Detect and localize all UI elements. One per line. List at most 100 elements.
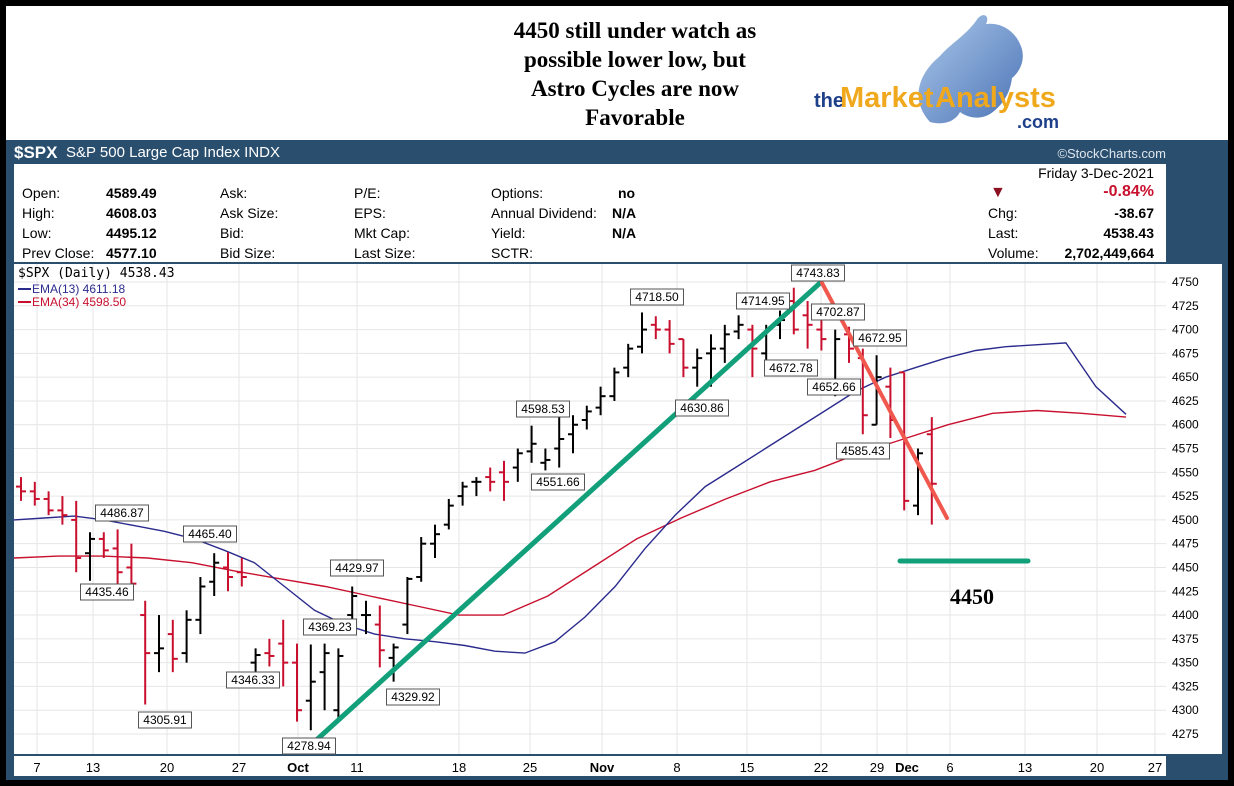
change-percent: -0.84%	[1103, 183, 1154, 200]
price-bar	[540, 448, 551, 471]
price-callout: 4278.94	[282, 737, 336, 755]
x-tick-label: 13	[1018, 760, 1032, 775]
prev-close-value: 4577.10	[106, 245, 157, 261]
headline-line-1: 4450 still under watch as	[513, 18, 757, 43]
y-tick-label: 4275	[1172, 727, 1199, 741]
price-callout-label: 4346.33	[231, 673, 275, 687]
x-tick-label: 7	[33, 760, 40, 775]
headline-line-4: Favorable	[585, 105, 685, 130]
price-bar	[526, 425, 537, 463]
headline-line-2: possible lower low, but	[524, 47, 746, 72]
eps-label: EPS:	[354, 205, 386, 221]
price-bar	[347, 586, 358, 625]
price-callout: 4369.23	[303, 618, 357, 636]
x-tick-label: 18	[452, 760, 466, 775]
price-callout: 4486.87	[95, 504, 149, 522]
price-callout-label: 4369.23	[308, 620, 352, 634]
price-bar	[637, 312, 647, 354]
ema34-line	[13, 409, 1127, 616]
price-callout-label: 4714.95	[741, 294, 785, 308]
high-label: High:	[22, 205, 55, 221]
x-axis: 7 13 20 27 Oct 11 18 25 Nov 8 15 22 29 Dec 6 13 20 27	[14, 756, 1166, 776]
price-callout: 4714.95	[736, 292, 790, 310]
bid-label: Bid:	[220, 225, 245, 241]
market-analysts-logo: the Market Analysts .com	[814, 15, 1059, 132]
price-bar	[181, 610, 192, 663]
logo-com: .com	[1017, 112, 1059, 132]
y-tick-label: 4750	[1172, 275, 1199, 289]
price-callout: 4305.91	[138, 711, 192, 729]
price-bar	[664, 320, 675, 354]
price-callout-label: 4305.91	[143, 713, 187, 727]
price-callout-label: 4585.43	[841, 444, 885, 458]
price-callout-label: 4630.86	[680, 401, 724, 415]
x-tick-label: Dec	[895, 760, 919, 775]
price-callouts: 4486.87 4435.46 4465.40 4305.91 4346.33 4369.…	[80, 264, 907, 755]
dividend-value: N/A	[612, 205, 637, 221]
price-callout-label: 4551.66	[536, 475, 580, 489]
x-tick-label: 20	[1090, 760, 1104, 775]
y-tick-label: 4450	[1172, 560, 1199, 574]
y-tick-label: 4650	[1172, 370, 1199, 384]
y-tick-label: 4375	[1172, 632, 1199, 646]
price-callout: 4598.53	[516, 400, 570, 418]
down-triangle-icon: ▼	[990, 184, 1006, 201]
target-4450-label: 4450	[950, 584, 994, 609]
price-bar	[416, 537, 427, 582]
price-bar	[112, 529, 123, 587]
price-bar	[568, 415, 578, 454]
y-axis-area	[1166, 264, 1222, 754]
ask-label: Ask:	[220, 185, 248, 201]
price-bar	[595, 386, 606, 416]
price-callout-label: 4702.87	[816, 305, 860, 319]
price-bar	[223, 552, 233, 592]
logo-the: the	[814, 90, 844, 112]
y-tick-label: 4575	[1172, 442, 1199, 456]
price-bar	[554, 415, 565, 468]
price-bar	[333, 648, 344, 720]
price-bar	[650, 316, 661, 340]
chg-value: -38.67	[1114, 205, 1154, 221]
price-callout: 4551.66	[531, 473, 585, 491]
y-tick-label: 4700	[1172, 323, 1199, 337]
y-tick-label: 4475	[1172, 537, 1199, 551]
price-bars	[16, 287, 937, 731]
price-callout-label: 4672.78	[769, 361, 813, 375]
price-bar	[581, 405, 592, 430]
x-tick-label: 6	[946, 760, 953, 775]
x-tick-label: 15	[740, 760, 754, 775]
y-tick-label: 4550	[1172, 465, 1199, 479]
high-value: 4608.03	[106, 205, 157, 221]
price-callout-label: 4652.66	[812, 380, 856, 394]
price-bar	[361, 600, 371, 635]
price-bar	[443, 498, 454, 530]
price-bar	[209, 553, 220, 597]
price-bar	[706, 334, 716, 387]
price-bar	[57, 496, 68, 525]
price-bar	[85, 532, 95, 581]
price-bar	[457, 481, 468, 506]
x-tick-label: 13	[86, 760, 100, 775]
price-bar	[623, 343, 634, 378]
x-axis-strip	[14, 756, 1166, 776]
legend-price: $SPX (Daily) 4538.43	[18, 266, 175, 281]
price-callout: 4465.40	[183, 525, 237, 543]
last-label: Last:	[988, 225, 1019, 241]
prev-close-label: Prev Close:	[22, 245, 95, 261]
price-bar	[609, 367, 620, 401]
y-tick-label: 4725	[1172, 299, 1199, 313]
price-callout-label: 4465.40	[188, 527, 232, 541]
price-callout: 4743.83	[791, 264, 845, 282]
price-callout: 4672.78	[764, 359, 818, 377]
symbol-ticker: $SPX	[14, 143, 58, 162]
y-tick-label: 4325	[1172, 679, 1199, 693]
price-callout: 4718.50	[630, 288, 684, 306]
price-callout: 4585.43	[836, 442, 890, 460]
symbol-name: S&P 500 Large Cap Index INDX	[66, 144, 281, 161]
last-size-label: Last Size:	[354, 245, 416, 261]
price-bar	[29, 481, 40, 506]
legend: $SPX (Daily) 4538.43 EMA(13) 4611.18 EMA…	[18, 266, 175, 309]
price-bar	[319, 643, 330, 711]
y-tick-label: 4400	[1172, 608, 1199, 622]
y-tick-label: 4500	[1172, 513, 1199, 527]
